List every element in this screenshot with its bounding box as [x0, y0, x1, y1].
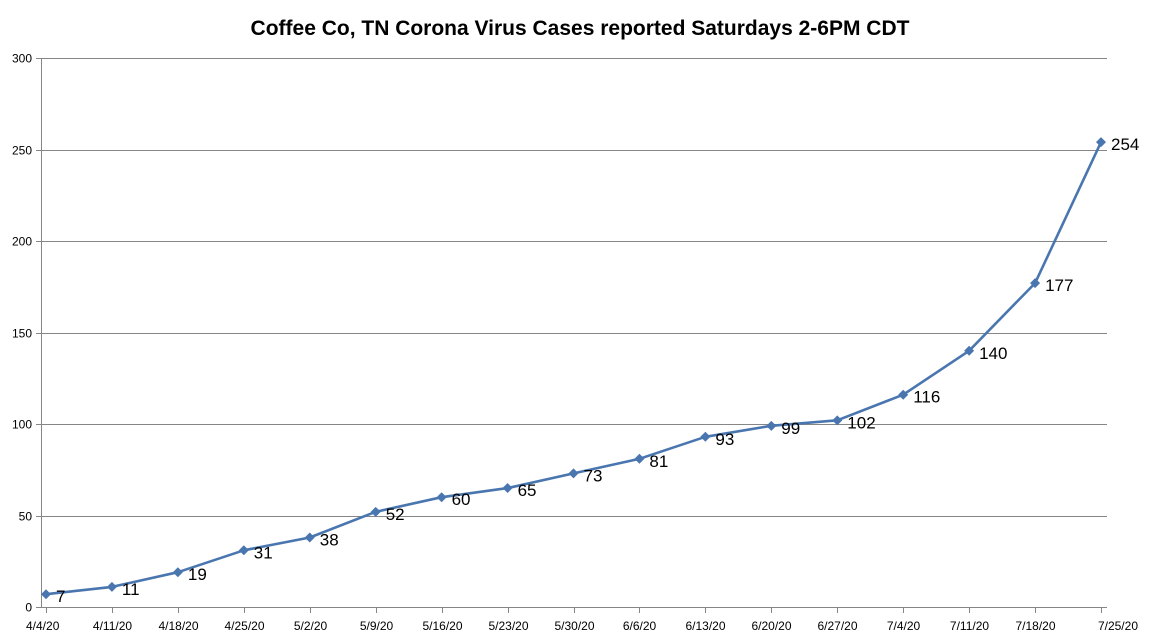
series-cases [41, 137, 1106, 600]
data-point-16 [1096, 137, 1106, 148]
data-label-8: 73 [584, 466, 603, 485]
y-tick-label-200: 200 [12, 235, 32, 249]
x-tick-label-0: 4/4/20 [26, 619, 60, 633]
x-tick-label-8: 5/30/20 [554, 619, 594, 633]
data-point-7 [502, 483, 513, 494]
data-label-10: 93 [715, 430, 734, 449]
data-point-1 [106, 581, 117, 592]
y-tick-label-50: 50 [19, 510, 33, 524]
data-point-10 [700, 431, 711, 442]
x-tick-label-2: 4/18/20 [158, 619, 198, 633]
data-point-4 [304, 532, 315, 543]
data-label-4: 38 [320, 531, 339, 550]
axes: 0 50 100 150 200 250 300 4/4/20 4/11/20 4/18/20 4/… [12, 52, 1138, 634]
x-tick-label-12: 6/27/20 [817, 619, 857, 633]
x-tick-label-10: 6/13/20 [685, 619, 725, 633]
x-tick-label-3: 4/25/20 [224, 619, 264, 633]
data-point-2 [172, 567, 183, 578]
x-tick-label-5: 5/9/20 [360, 619, 394, 633]
data-label-3: 31 [254, 543, 273, 562]
x-tick-label-4: 5/2/20 [294, 619, 328, 633]
data-point-0 [41, 589, 51, 600]
y-tick-label-0: 0 [25, 601, 32, 615]
data-label-14: 140 [979, 344, 1007, 363]
data-point-13 [898, 389, 909, 400]
x-tick-label-11: 6/20/20 [751, 619, 791, 633]
data-label-9: 81 [649, 452, 668, 471]
data-label-16: 254 [1111, 135, 1139, 154]
data-label-12: 102 [847, 413, 875, 432]
y-tick-label-300: 300 [12, 52, 32, 66]
x-tick-label-1: 4/11/20 [93, 619, 132, 633]
data-label-5: 52 [386, 505, 405, 524]
y-tick-label-150: 150 [12, 327, 32, 341]
data-point-9 [634, 453, 645, 464]
data-label-2: 19 [188, 565, 207, 584]
data-label-15: 177 [1045, 276, 1073, 295]
data-label-1: 11 [122, 580, 140, 599]
y-tick-label-250: 250 [12, 144, 32, 158]
data-label-11: 99 [781, 419, 800, 438]
x-tick-label-13: 7/4/20 [887, 619, 921, 633]
data-point-12 [832, 415, 843, 426]
y-tick-label-100: 100 [12, 418, 32, 432]
data-point-8 [568, 468, 579, 479]
data-point-11 [766, 420, 777, 431]
x-tick-label-6: 5/16/20 [422, 619, 462, 633]
data-label-0: 7 [56, 587, 65, 606]
x-tick-label-14: 7/11/20 [950, 619, 989, 633]
x-tick-label-7: 5/23/20 [488, 619, 528, 633]
x-tick-label-9: 6/6/20 [623, 619, 657, 633]
chart-title: Coffee Co, TN Corona Virus Cases reporte… [251, 17, 910, 40]
data-label-13: 116 [913, 388, 940, 407]
data-label-7: 65 [518, 481, 537, 500]
data-labels: 7 11 19 31 38 52 60 65 73 81 93 99 102 116 140 177 254 [56, 135, 1139, 606]
gridlines [41, 58, 1107, 517]
data-label-6: 60 [452, 490, 471, 509]
data-point-3 [238, 545, 249, 556]
data-point-15 [1030, 278, 1041, 289]
x-tick-label-15: 7/18/20 [1015, 619, 1055, 633]
data-point-5 [370, 506, 381, 517]
x-tick-label-16: 7/25/20 [1098, 619, 1138, 633]
data-point-6 [436, 492, 447, 503]
data-point-14 [964, 345, 975, 356]
